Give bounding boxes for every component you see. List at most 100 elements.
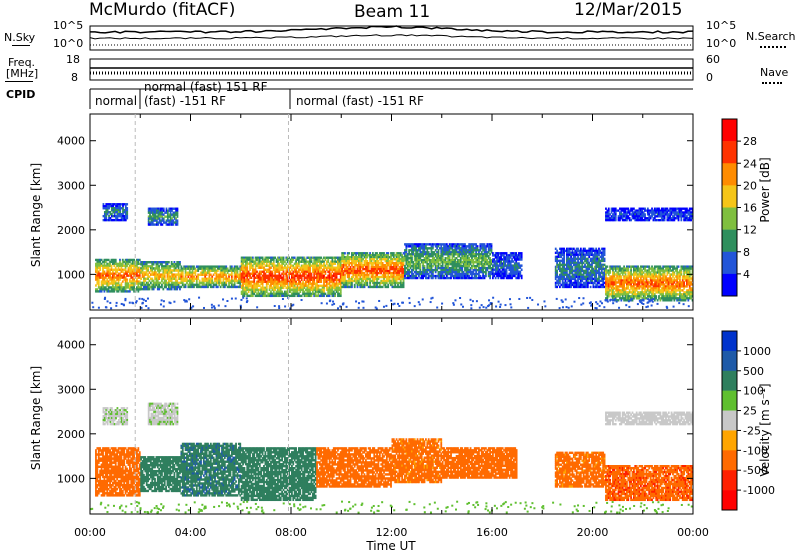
power-cell bbox=[166, 269, 169, 272]
power-cell bbox=[451, 272, 454, 276]
power-cell bbox=[624, 279, 627, 282]
power-cell bbox=[320, 290, 323, 294]
power-cell bbox=[452, 264, 455, 268]
power-cell bbox=[240, 266, 243, 269]
power-cell bbox=[476, 262, 479, 266]
power-cell bbox=[327, 274, 330, 277]
power-cell bbox=[438, 255, 441, 258]
power-cell bbox=[265, 264, 268, 267]
power-cell bbox=[374, 283, 377, 287]
power-cell bbox=[247, 286, 250, 290]
power-cell bbox=[369, 254, 371, 257]
power-cell bbox=[360, 269, 363, 273]
power-cell bbox=[167, 281, 170, 285]
power-cell bbox=[116, 270, 119, 273]
power-cell bbox=[338, 264, 341, 267]
power-cell bbox=[323, 276, 325, 279]
power-cell bbox=[152, 283, 155, 287]
power-cell bbox=[570, 261, 572, 265]
power-cell bbox=[297, 274, 300, 277]
power-cell bbox=[177, 267, 180, 270]
power-cell bbox=[249, 268, 251, 271]
power-cell bbox=[102, 260, 104, 264]
power-cell bbox=[584, 281, 586, 285]
power-cell bbox=[606, 287, 609, 290]
power-cell bbox=[405, 257, 408, 260]
power-cell bbox=[441, 268, 444, 272]
power-cell bbox=[133, 272, 135, 275]
power-cell bbox=[473, 272, 476, 276]
power-cell bbox=[133, 260, 135, 264]
power-cell bbox=[330, 286, 332, 290]
power-cell bbox=[296, 278, 299, 281]
power-cell bbox=[452, 253, 455, 256]
power-cell bbox=[304, 294, 307, 298]
power-cell bbox=[434, 259, 437, 262]
power-cell bbox=[420, 270, 423, 274]
power-cell bbox=[172, 265, 174, 268]
power-cell bbox=[278, 270, 281, 273]
power-cell bbox=[376, 271, 378, 275]
power-cell bbox=[102, 272, 104, 275]
power-cell bbox=[265, 290, 268, 294]
power-cell bbox=[466, 270, 469, 274]
power-cell bbox=[593, 273, 596, 277]
power-cell bbox=[254, 258, 257, 261]
power-cell bbox=[620, 299, 623, 302]
power-cell bbox=[482, 276, 485, 280]
power-cell bbox=[406, 253, 409, 256]
power-cell bbox=[149, 267, 152, 270]
power-cell bbox=[423, 257, 426, 260]
power-cell bbox=[397, 260, 399, 263]
power-cell bbox=[391, 281, 394, 285]
power-cell bbox=[193, 285, 195, 289]
power-cell bbox=[335, 266, 338, 269]
power-cell bbox=[306, 286, 309, 290]
power-cell bbox=[479, 268, 482, 272]
power-cell bbox=[490, 243, 493, 246]
power-cell bbox=[190, 279, 193, 283]
power-cell bbox=[247, 270, 250, 273]
power-cell bbox=[440, 243, 443, 246]
power-cell bbox=[483, 274, 486, 278]
power-cell bbox=[613, 281, 616, 284]
power-cell bbox=[370, 269, 373, 273]
power-cell bbox=[293, 288, 296, 292]
power-cell bbox=[208, 273, 211, 276]
power-cell bbox=[300, 268, 303, 271]
power-cell bbox=[272, 260, 275, 263]
power-cell bbox=[599, 275, 602, 279]
power-cell bbox=[504, 268, 507, 271]
power-cell bbox=[392, 254, 395, 257]
power-cell bbox=[380, 279, 383, 283]
power-cell bbox=[190, 275, 193, 279]
power-cell bbox=[436, 259, 438, 262]
power-cell bbox=[173, 273, 176, 276]
power-cell bbox=[593, 269, 596, 273]
power-cell bbox=[138, 266, 141, 269]
power-cell bbox=[620, 267, 623, 270]
power-cell bbox=[328, 270, 331, 273]
power-cell bbox=[345, 281, 348, 285]
power-cell bbox=[380, 265, 383, 269]
power-cell bbox=[180, 271, 183, 274]
power-cell bbox=[272, 274, 275, 277]
power-cell bbox=[450, 247, 452, 250]
power-cell bbox=[285, 274, 288, 277]
power-cell bbox=[518, 274, 520, 278]
power-cell bbox=[265, 258, 268, 261]
power-cell bbox=[585, 281, 588, 285]
power-cell bbox=[374, 263, 377, 267]
power-cell bbox=[483, 262, 486, 266]
power-cell bbox=[603, 273, 606, 277]
power-cell bbox=[360, 258, 363, 261]
power-cell bbox=[376, 260, 378, 263]
power-cell bbox=[309, 294, 311, 298]
power-cell bbox=[296, 286, 299, 290]
power-cell bbox=[494, 256, 497, 259]
power-cell bbox=[335, 282, 338, 286]
power-cell bbox=[318, 270, 321, 273]
power-cell bbox=[574, 281, 577, 285]
power-cell bbox=[579, 249, 582, 253]
power-cell bbox=[264, 264, 267, 267]
